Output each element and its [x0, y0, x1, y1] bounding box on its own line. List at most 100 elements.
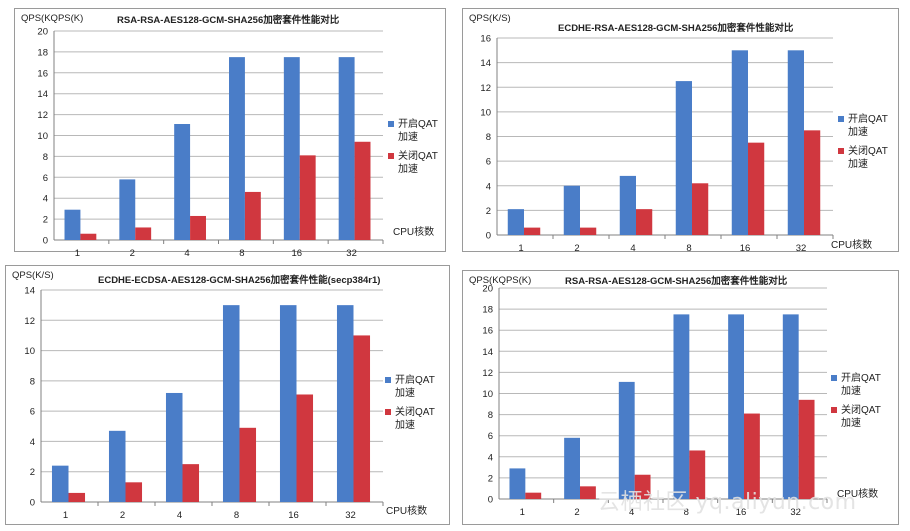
- y-tick-label: 4: [488, 452, 493, 463]
- y-tick-label: 6: [30, 407, 35, 418]
- x-tick-label: 32: [345, 510, 356, 521]
- x-tick-label: 2: [130, 248, 135, 259]
- chart-4: QPS(KQPS(K) RSA-RSA-AES128-GCM-SHA256加密套件…: [469, 275, 881, 518]
- chart-panel-1: QPS(KQPS(K) RSA-RSA-AES128-GCM-SHA256加密套件…: [14, 8, 446, 259]
- y-tick-label: 16: [37, 68, 48, 79]
- legend-label: 开启QAT: [841, 371, 881, 384]
- y-tick-label: 2: [30, 467, 35, 478]
- chart-panel-3: QPS(K/S) ECDHE-ECDSA-AES128-GCM-SHA256加密套…: [5, 265, 450, 525]
- bar-qat-off: [580, 227, 597, 235]
- y-tick-label: 20: [37, 27, 48, 38]
- bar-qat-off: [748, 142, 765, 235]
- bar-qat-off: [182, 464, 200, 502]
- x-tick-label: 16: [740, 243, 751, 254]
- y-tick-label: 18: [482, 305, 493, 316]
- chart-panel-4: QPS(KQPS(K) RSA-RSA-AES128-GCM-SHA256加密套件…: [462, 270, 899, 525]
- y-tick-label: 12: [482, 368, 493, 379]
- y-tick-label: 0: [488, 495, 493, 506]
- bar-qat-on: [509, 468, 526, 499]
- bar-qat-off: [636, 209, 653, 235]
- y-tick-label: 10: [24, 346, 35, 357]
- bar-qat-off: [239, 427, 257, 502]
- chart-1: QPS(KQPS(K) RSA-RSA-AES128-GCM-SHA256加密套件…: [21, 13, 438, 259]
- legend-label: 开启QAT: [848, 112, 888, 125]
- y-tick-label: 10: [482, 389, 493, 400]
- x-axis-label: CPU核数: [837, 487, 878, 500]
- legend-label: 开启QAT: [395, 373, 435, 386]
- x-tick-label: 32: [790, 507, 801, 518]
- x-tick-label: 8: [684, 507, 689, 518]
- bar-qat-on: [165, 392, 183, 502]
- chart-title: RSA-RSA-AES128-GCM-SHA256加密套件性能对比: [117, 14, 340, 26]
- y-tick-label: 14: [480, 58, 491, 69]
- bar-qat-on: [731, 50, 748, 235]
- x-tick-label: 16: [291, 248, 302, 259]
- legend-swatch: [831, 375, 837, 381]
- legend-label: 开启QAT: [398, 117, 438, 130]
- bar-qat-off: [190, 215, 206, 240]
- y-tick-label: 14: [37, 89, 48, 100]
- y-axis-label: QPS(KQPS(K): [469, 275, 531, 286]
- bar-qat-on: [51, 465, 69, 502]
- bar-qat-off: [744, 413, 760, 499]
- x-tick-label: 1: [518, 243, 523, 254]
- bar-qat-on: [338, 57, 355, 240]
- bar-qat-off: [524, 227, 541, 235]
- chart-title: ECDHE-ECDSA-AES128-GCM-SHA256加密套件性能(secp…: [98, 274, 380, 286]
- bar-qat-off: [525, 492, 542, 499]
- y-tick-label: 6: [43, 173, 48, 184]
- chart-2: QPS(K/S) ECDHE-RSA-AES128-GCM-SHA256加密套件性…: [469, 13, 888, 254]
- legend-label: 加速: [398, 131, 418, 143]
- legend-swatch: [385, 409, 391, 415]
- legend-swatch: [838, 148, 844, 154]
- y-tick-label: 8: [488, 410, 493, 421]
- y-tick-label: 6: [488, 431, 493, 442]
- legend-label: 加速: [841, 385, 861, 397]
- y-tick-label: 2: [43, 215, 48, 226]
- x-tick-label: 8: [239, 248, 244, 259]
- y-tick-label: 0: [486, 231, 491, 242]
- bar-qat-off: [80, 233, 97, 240]
- x-tick-label: 1: [63, 510, 68, 521]
- y-tick-label: 0: [43, 236, 48, 247]
- legend-swatch: [385, 377, 391, 383]
- bar-qat-on: [119, 179, 136, 240]
- legend-label: 关闭QAT: [848, 144, 888, 157]
- legend-label: 加速: [848, 158, 868, 170]
- bar-qat-off: [804, 130, 821, 235]
- bar-qat-off: [353, 335, 371, 502]
- bar-qat-off: [634, 474, 651, 499]
- y-tick-label: 14: [482, 347, 493, 358]
- y-tick-label: 16: [480, 34, 491, 45]
- y-tick-label: 10: [37, 131, 48, 142]
- y-tick-label: 4: [30, 437, 35, 448]
- y-tick-label: 12: [24, 316, 35, 327]
- bar-qat-on: [507, 209, 524, 235]
- bar-qat-on: [673, 314, 690, 499]
- x-tick-label: 4: [629, 507, 634, 518]
- bar-qat-off: [798, 399, 815, 499]
- y-tick-label: 14: [24, 286, 35, 297]
- y-axis-label: QPS(K/S): [12, 270, 54, 281]
- x-tick-label: 8: [686, 243, 691, 254]
- y-tick-label: 2: [486, 206, 491, 217]
- legend-label: 加速: [395, 419, 415, 431]
- y-tick-label: 10: [480, 107, 491, 118]
- legend-label: 加速: [398, 163, 418, 175]
- x-tick-label: 1: [75, 248, 80, 259]
- legend-label: 加速: [848, 126, 868, 138]
- bar-qat-on: [229, 57, 245, 240]
- bar-qat-off: [354, 141, 371, 240]
- bar-qat-on: [563, 185, 580, 235]
- x-tick-label: 16: [288, 510, 299, 521]
- chart-title: ECDHE-RSA-AES128-GCM-SHA256加密套件性能对比: [558, 22, 794, 34]
- x-tick-label: 4: [177, 510, 182, 521]
- bar-qat-off: [135, 227, 152, 240]
- y-tick-label: 8: [30, 376, 35, 387]
- bar-qat-off: [689, 450, 706, 499]
- x-tick-label: 16: [736, 507, 747, 518]
- x-axis-label: CPU核数: [831, 238, 872, 251]
- bar-qat-on: [619, 175, 636, 235]
- bar-qat-on: [564, 437, 580, 499]
- bar-qat-off: [299, 155, 316, 240]
